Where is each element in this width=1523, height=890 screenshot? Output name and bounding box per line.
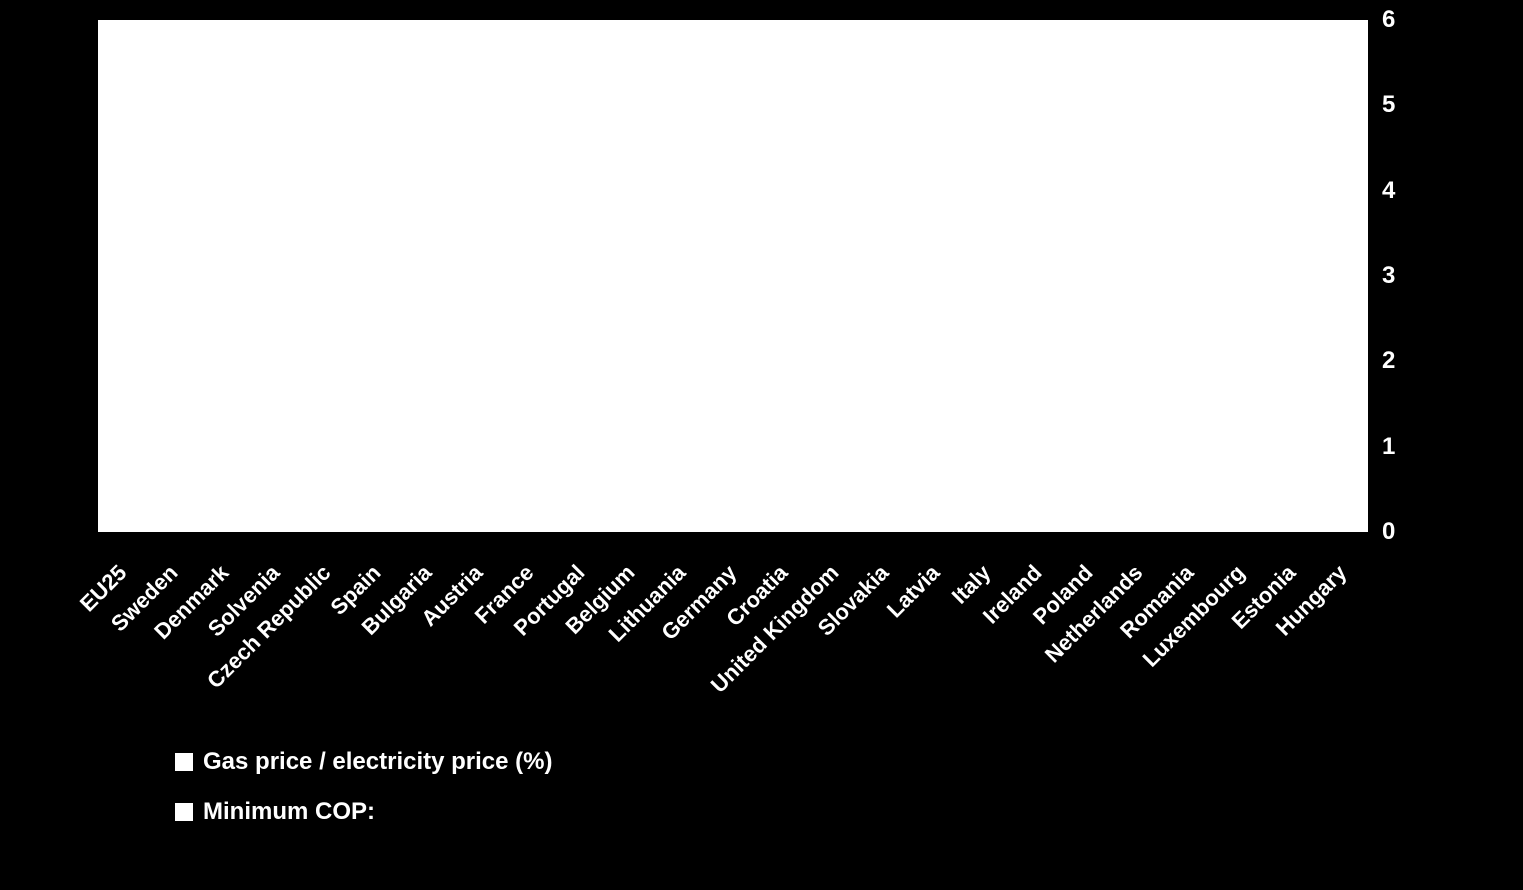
chart-container: 0%10%20%30%40%50%60%70% 0123456 EU25Swed… [0, 0, 1523, 890]
y-right-tick-label: 1 [1382, 433, 1395, 461]
legend: Gas price / electricity price (%) Minimu… [175, 748, 553, 848]
legend-label: Minimum COP: [203, 798, 375, 826]
y-right-tick-label: 2 [1382, 347, 1395, 375]
y-right-tick-label: 0 [1382, 518, 1395, 546]
legend-item-min-cop: Minimum COP: [175, 798, 553, 826]
y-right-tick-label: 3 [1382, 262, 1395, 290]
y-right-tick-label: 6 [1382, 6, 1395, 34]
y-right-tick-label: 5 [1382, 91, 1395, 119]
legend-marker-icon [175, 803, 193, 821]
legend-item-gas-price: Gas price / electricity price (%) [175, 748, 553, 776]
legend-marker-icon [175, 753, 193, 771]
y-right-tick-label: 4 [1382, 177, 1395, 205]
plot-area [98, 20, 1368, 532]
legend-label: Gas price / electricity price (%) [203, 748, 553, 776]
